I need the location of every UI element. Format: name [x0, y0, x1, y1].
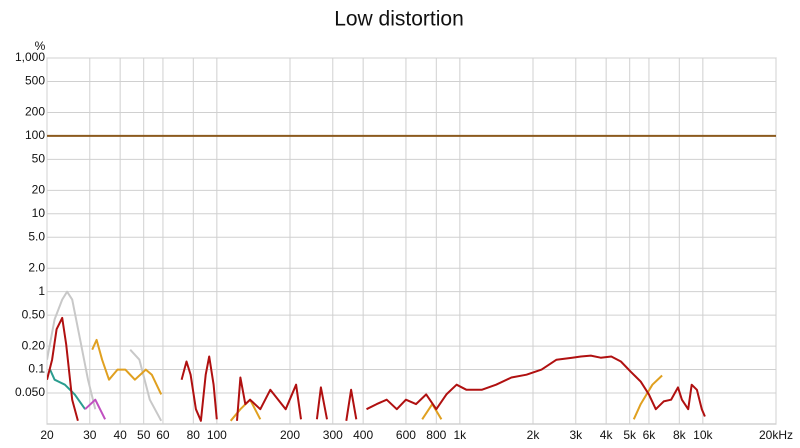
- x-tick-label: 100: [207, 428, 227, 442]
- x-tick-label: 10k: [693, 428, 713, 442]
- y-tick-label: 200: [25, 105, 45, 119]
- y-tick-label: 1,000: [15, 50, 45, 64]
- x-tick-label: 400: [353, 428, 373, 442]
- x-tick-label: 8k: [673, 428, 687, 442]
- y-tick-label: 0.1: [28, 362, 45, 376]
- x-tick-label: 300: [323, 428, 343, 442]
- x-tick-label: 80: [187, 428, 201, 442]
- y-tick-label: 50: [32, 152, 46, 166]
- x-tick-label: 50: [137, 428, 151, 442]
- chart-title: Low distortion: [334, 8, 464, 31]
- y-tick-label: 5.0: [28, 229, 45, 243]
- data-line: [49, 369, 86, 410]
- y-tick-label: 0.050: [15, 385, 45, 399]
- x-tick-label: 30: [83, 428, 97, 442]
- y-tick-label: 0.20: [22, 338, 46, 352]
- x-tick-label: 6k: [643, 428, 657, 442]
- x-tick-label: 2k: [527, 428, 541, 442]
- y-tick-label: 20: [32, 183, 46, 197]
- data-line: [84, 398, 106, 420]
- plot-area: [46, 57, 777, 425]
- data-line: [47, 290, 163, 422]
- y-tick-label: 1: [38, 284, 45, 298]
- y-tick-label: 500: [25, 74, 45, 88]
- x-tick-label: 200: [280, 428, 300, 442]
- x-tick-label: 1k: [454, 428, 468, 442]
- x-tick-label: 3k: [569, 428, 583, 442]
- x-tick-label: 4k: [600, 428, 614, 442]
- x-tick-label: 600: [396, 428, 416, 442]
- x-tick-label: 20: [40, 428, 54, 442]
- x-tick-label: 5k: [623, 428, 637, 442]
- y-tick-label: 10: [32, 206, 46, 220]
- x-tick-label: 20kHz: [759, 428, 793, 442]
- y-tick-label: 2.0: [28, 260, 45, 274]
- x-tick-label: 60: [156, 428, 170, 442]
- y-tick-label: 0.50: [22, 307, 46, 321]
- y-axis-label: %: [35, 39, 46, 53]
- x-tick-label: 800: [426, 428, 446, 442]
- x-tick-label: 40: [113, 428, 127, 442]
- data-line: [47, 316, 706, 422]
- y-tick-label: 100: [25, 128, 45, 142]
